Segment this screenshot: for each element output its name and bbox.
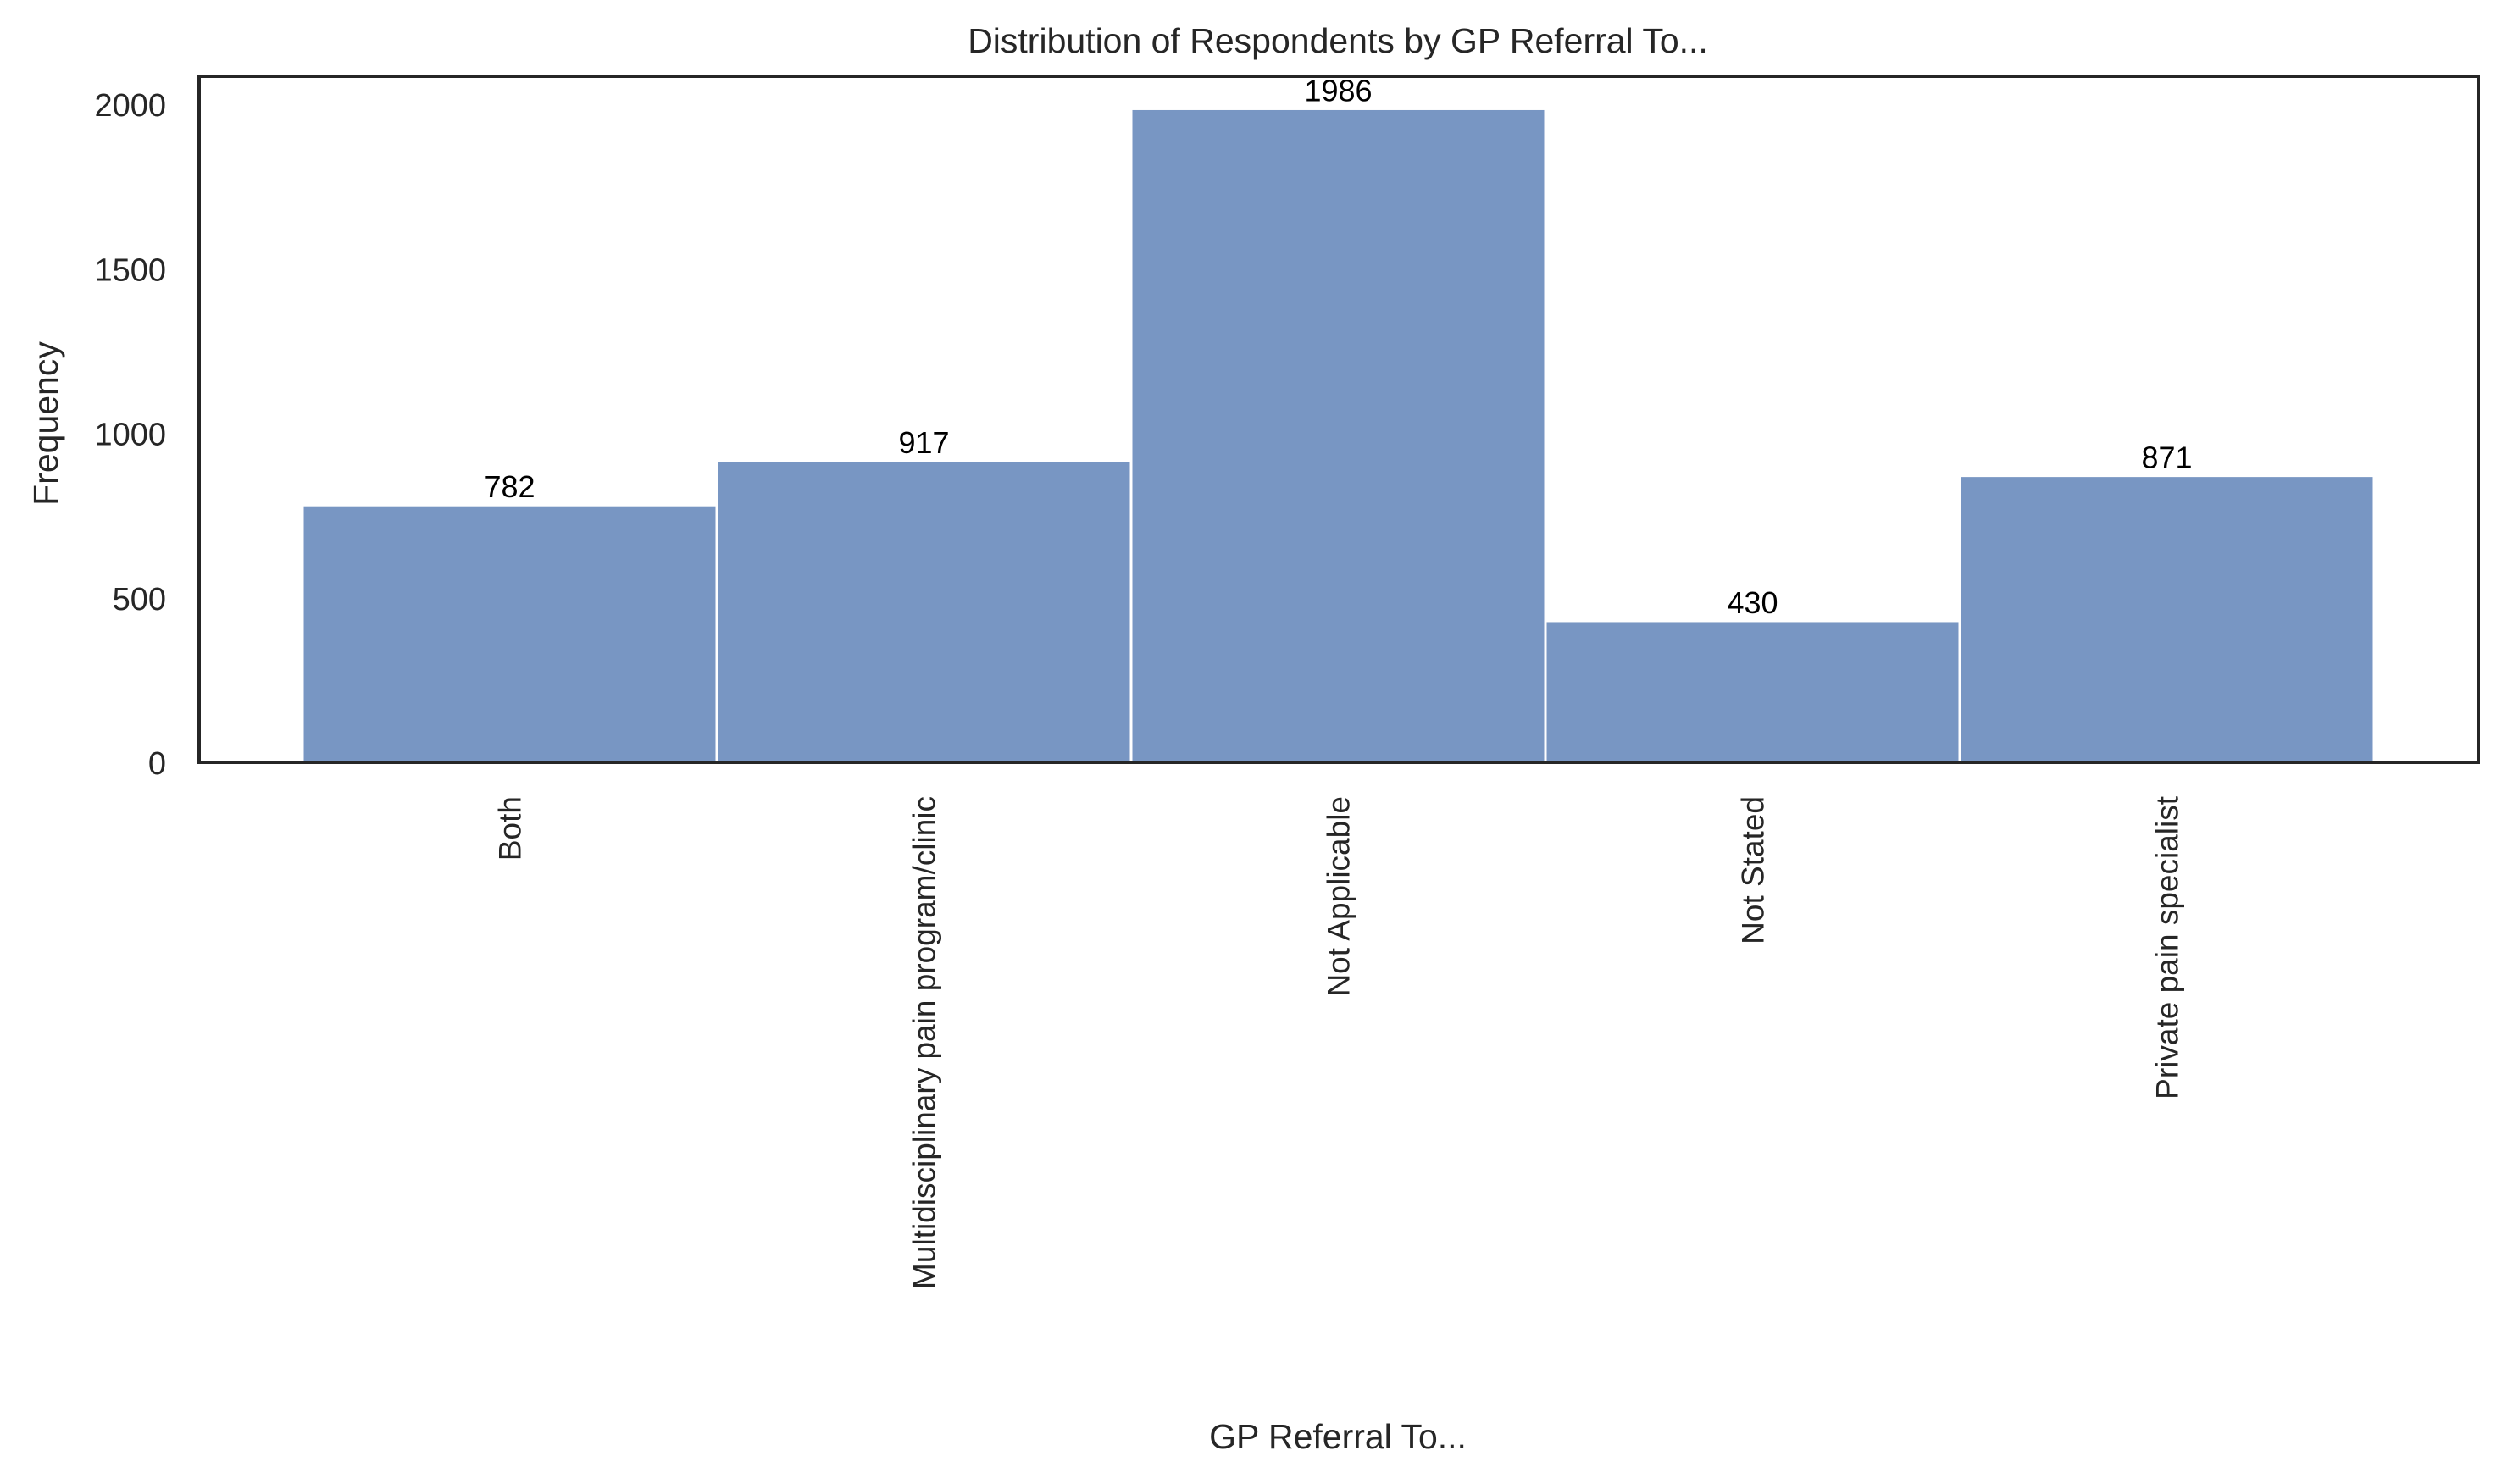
bar-1 xyxy=(715,459,1133,764)
bar-0 xyxy=(301,503,718,764)
y-tick-label-4: 2000 xyxy=(94,88,166,124)
x-tick-label-4: Private pain specialist xyxy=(2150,795,2185,1099)
x-tick-label-0: Both xyxy=(493,796,528,861)
bars-group xyxy=(301,107,2376,764)
data-label-0: 782 xyxy=(484,469,535,504)
data-label-1: 917 xyxy=(898,425,949,460)
chart-title: Distribution of Respondents by GP Referr… xyxy=(968,21,1708,60)
y-tick-label-2: 1000 xyxy=(94,418,166,453)
y-tick-label-1: 500 xyxy=(113,582,166,617)
y-axis-label: Frequency xyxy=(26,341,65,506)
x-axis: Both Multidisciplinary pain program/clini… xyxy=(493,795,2185,1289)
data-label-3: 430 xyxy=(1727,585,1778,620)
x-tick-label-2: Not Applicable xyxy=(1322,796,1356,997)
data-label-2: 1986 xyxy=(1304,73,1372,108)
y-tick-label-3: 1500 xyxy=(94,252,166,288)
bar-2 xyxy=(1129,107,1547,764)
x-tick-label-1: Multidisciplinary pain program/clinic xyxy=(907,796,942,1289)
bar-4 xyxy=(1958,474,2376,764)
y-tick-label-0: 0 xyxy=(148,746,166,782)
plot-frame xyxy=(197,75,2480,764)
data-labels-group: 782 917 1986 430 871 xyxy=(484,73,2192,619)
x-axis-label: GP Referral To... xyxy=(1209,1417,1467,1456)
x-tick-label-3: Not Stated xyxy=(1736,796,1771,944)
y-axis: 0 500 1000 1500 2000 xyxy=(94,88,166,782)
bar-3 xyxy=(1544,619,1961,764)
data-label-4: 871 xyxy=(2141,440,2192,475)
